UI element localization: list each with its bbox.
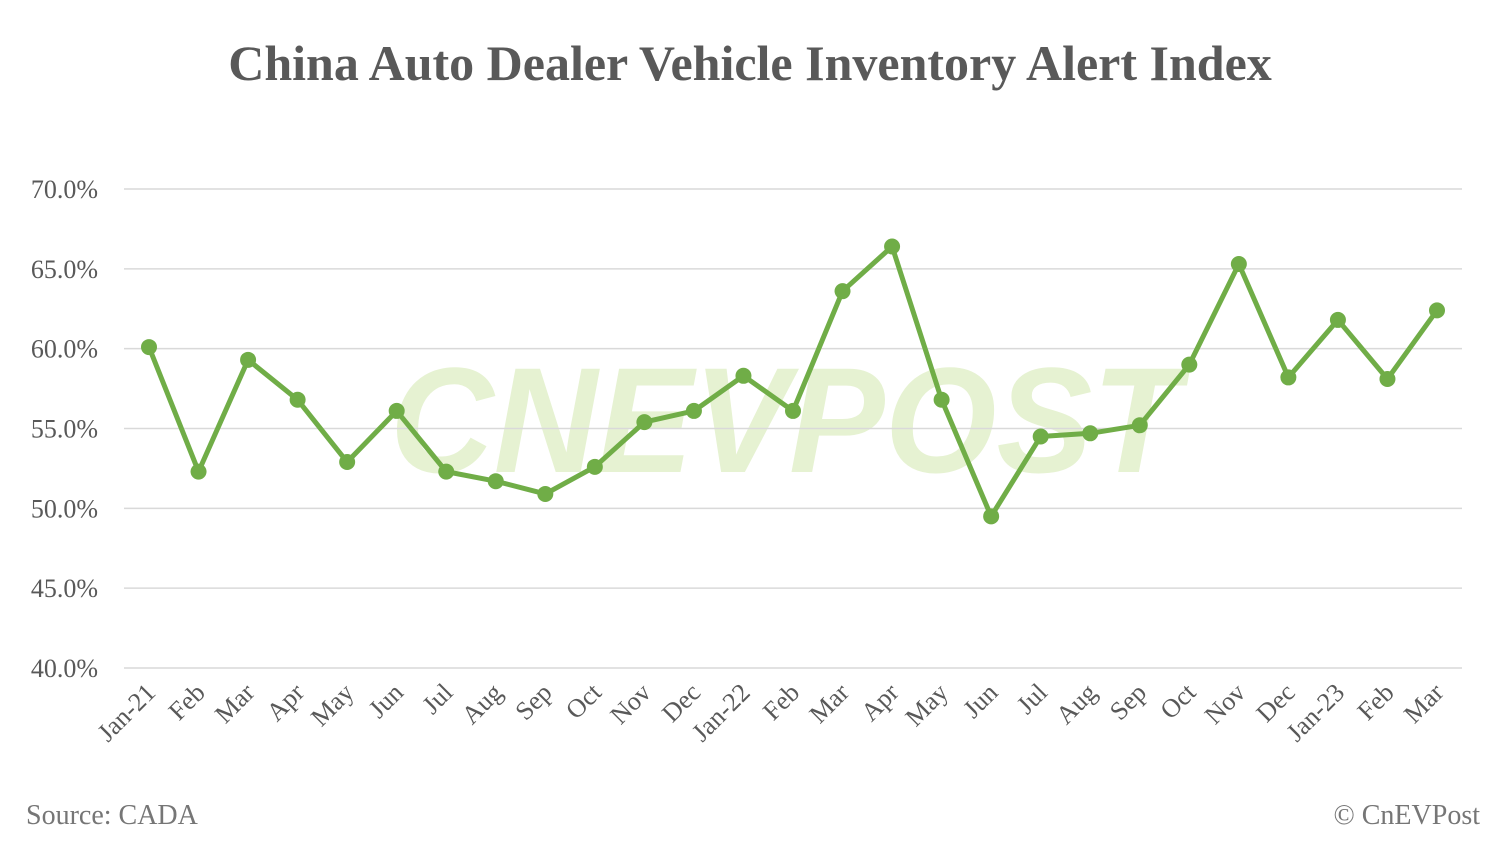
x-tick-label: Nov <box>604 678 656 730</box>
x-tick-label: Feb <box>163 678 211 726</box>
data-point <box>1181 356 1198 373</box>
data-point <box>785 402 801 419</box>
data-point <box>438 463 455 480</box>
x-tick-label: Sep <box>1104 678 1152 726</box>
data-point <box>933 391 950 408</box>
data-point <box>1082 425 1099 442</box>
x-tick-label: Jan-21 <box>92 678 162 748</box>
data-point <box>190 463 207 480</box>
y-tick-label: 50.0% <box>31 494 98 523</box>
data-point <box>735 367 752 384</box>
source-note: Source: CADA <box>26 800 198 831</box>
data-point <box>388 402 405 419</box>
y-tick-label: 55.0% <box>31 415 98 444</box>
data-point <box>586 458 603 475</box>
x-tick-label: May <box>900 678 954 732</box>
y-tick-label: 45.0% <box>31 574 98 603</box>
data-point <box>1230 256 1247 273</box>
x-tick-label: Mar <box>804 678 855 729</box>
data-point <box>884 238 901 255</box>
data-point <box>1032 428 1049 445</box>
x-tick-label: Oct <box>1154 677 1202 725</box>
x-tick-label: Sep <box>509 678 557 726</box>
x-tick-label: Feb <box>757 678 805 726</box>
x-tick-label: Apr <box>855 677 904 726</box>
x-tick-label: Jul <box>417 678 459 720</box>
data-point <box>1379 371 1396 388</box>
data-point <box>141 339 157 356</box>
y-tick-label: 70.0% <box>31 175 98 204</box>
watermark-logo: CNEVPOST <box>390 336 1191 504</box>
y-tick-label: 60.0% <box>31 335 98 364</box>
data-point <box>289 391 306 408</box>
data-point <box>537 485 554 502</box>
x-tick-label: Nov <box>1199 678 1251 730</box>
data-point <box>834 283 851 300</box>
x-tick-label: Mar <box>209 678 260 729</box>
data-point <box>636 414 653 431</box>
data-point <box>1131 417 1148 434</box>
x-tick-label: May <box>305 678 359 732</box>
data-point <box>339 454 356 471</box>
x-tick-label: Jan-22 <box>686 678 756 748</box>
data-point <box>1429 302 1445 319</box>
x-tick-label: Feb <box>1352 678 1400 726</box>
y-tick-label: 40.0% <box>31 654 98 683</box>
data-point <box>685 402 702 419</box>
x-tick-label: Jan-23 <box>1281 678 1351 748</box>
data-point <box>240 351 257 368</box>
x-tick-label: Jun <box>957 678 1003 724</box>
data-point <box>487 473 504 490</box>
x-tick-label: Apr <box>261 677 310 726</box>
data-point <box>1329 311 1346 328</box>
data-point <box>1280 369 1297 386</box>
x-tick-label: Mar <box>1398 678 1449 729</box>
x-tick-label: Jul <box>1011 678 1053 720</box>
chart-title: China Auto Dealer Vehicle Inventory Aler… <box>228 35 1272 91</box>
data-point <box>983 508 1000 525</box>
x-tick-label: Jun <box>363 678 409 724</box>
y-tick-label: 65.0% <box>31 255 98 284</box>
copyright-note: © CnEVPost <box>1333 800 1480 831</box>
x-tick-label: Aug <box>1050 678 1102 730</box>
x-tick-label: Oct <box>560 677 608 725</box>
x-tick-label: Aug <box>456 678 508 730</box>
